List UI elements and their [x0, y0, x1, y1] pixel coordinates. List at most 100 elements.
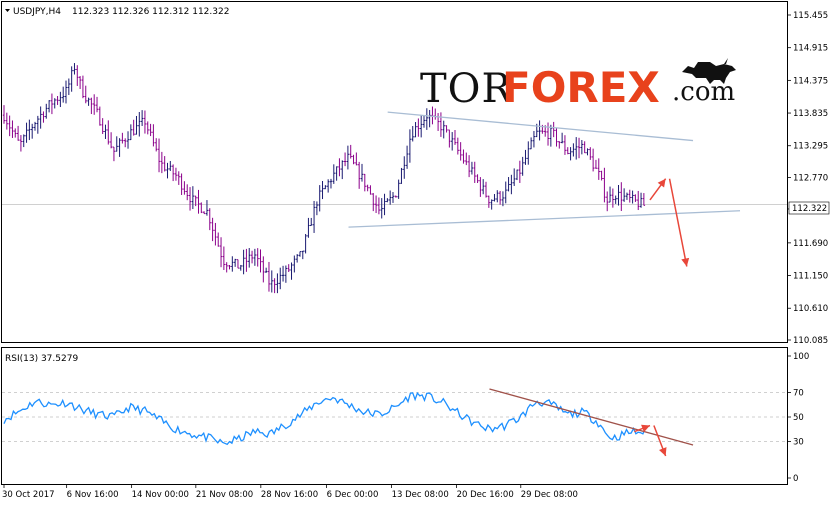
ohlc-bar — [205, 200, 209, 216]
ohlc-bar — [496, 190, 499, 203]
ohlc-bar — [637, 190, 640, 211]
ohlc-bar — [484, 181, 488, 198]
time-tick-label: 30 Oct 2017 — [2, 490, 55, 500]
ohlc-bar — [453, 130, 457, 145]
logo-com-text: .com — [672, 77, 735, 107]
ohlc-bar — [115, 136, 118, 152]
time-tick-label: 21 Nov 08:00 — [196, 490, 253, 500]
ohlc-bar — [45, 103, 48, 119]
ohlc-bar — [295, 254, 299, 263]
ohlc-bar — [476, 174, 479, 183]
price-tick-label: 110.085 — [793, 336, 828, 346]
ohlc-bar — [487, 195, 491, 208]
ohlc-bar — [47, 100, 51, 113]
ohlc-bar — [504, 181, 507, 204]
ohlc-bar — [380, 198, 383, 219]
ohlc-bar — [372, 193, 375, 212]
price-tick-label: 113.295 — [793, 142, 828, 152]
ohlc-bar — [236, 259, 240, 269]
ohlc-bar — [211, 217, 214, 242]
ohlc-bar — [481, 179, 485, 195]
ohlc-bar — [64, 80, 68, 104]
ohlc-bar — [577, 137, 581, 159]
forecast-arrow — [668, 178, 690, 267]
ohlc-bar — [603, 167, 606, 203]
ohlc-bar — [53, 98, 56, 109]
ohlc-bar — [293, 255, 296, 273]
ohlc-bar — [397, 179, 400, 199]
ohlc-bar — [403, 156, 406, 179]
ohlc-bar — [298, 251, 302, 257]
ohlc-bar — [338, 158, 341, 177]
price-panel-frame — [1, 1, 788, 343]
ohlc-bar — [2, 105, 6, 124]
ohlc-bar — [73, 63, 76, 75]
ohlc-bar — [259, 249, 262, 273]
ohlc-bar — [400, 167, 403, 184]
ohlc-bar — [281, 265, 285, 282]
ohlc-bar — [160, 151, 164, 174]
ohlc-bar — [5, 112, 9, 130]
ohlc-bar — [366, 184, 369, 192]
ohlc-bar — [411, 126, 414, 142]
ohlc-bar — [146, 121, 149, 135]
ohlc-bar — [450, 132, 454, 151]
time-axis: 30 Oct 2017 6 Nov 16:00 14 Nov 00:00 21 Nov… — [2, 484, 578, 500]
rsi-arrow-up — [634, 424, 651, 433]
ohlc-bar — [326, 179, 330, 193]
ohlc-bar — [174, 167, 178, 181]
ohlc-bar — [631, 190, 634, 204]
ohlc-bar — [186, 184, 189, 201]
ohlc-bar — [180, 173, 183, 195]
ohlc-bar — [448, 129, 451, 148]
ohlc-bar — [177, 171, 180, 185]
ohlc-bar — [532, 130, 536, 148]
ohlc-bar — [549, 124, 553, 147]
ohlc-bar — [614, 195, 617, 204]
ohlc-bar — [315, 201, 319, 216]
ohlc-bar — [87, 97, 90, 106]
ohlc-bar — [129, 124, 133, 141]
ohlc-bar — [50, 93, 54, 115]
ohlc-bar — [219, 237, 223, 268]
ohlc-bar — [197, 189, 200, 214]
ohlc-bar — [30, 123, 34, 139]
price-tick-label: 113.835 — [793, 109, 828, 119]
ohlc-bar — [84, 85, 87, 104]
price-tick-label: 114.915 — [793, 44, 828, 54]
ohlc-bar — [222, 246, 226, 270]
ohlc-bar — [569, 147, 572, 161]
ohlc-bar — [267, 261, 271, 292]
symbol-label: USDJPY,H4 — [13, 7, 61, 17]
ohlc-bar — [383, 193, 386, 216]
ohlc-bar — [214, 222, 217, 246]
trend-line — [387, 111, 694, 142]
triangle-down-icon — [5, 9, 10, 12]
ohlc-bar — [200, 202, 203, 214]
ohlc-bar — [301, 250, 304, 260]
ohlc-bar — [417, 118, 420, 137]
ohlc-bar — [349, 144, 352, 159]
rsi-axis: 100 70 50 30 0 — [787, 352, 809, 484]
arrow-head — [681, 257, 690, 267]
ohlc-bar — [132, 119, 135, 136]
ohlc-bar — [67, 78, 71, 95]
logo-tor-text: TOR — [420, 66, 513, 112]
ohlc-bar — [188, 187, 192, 211]
ohlc-bar — [248, 247, 251, 268]
ohlc-bar — [529, 137, 533, 150]
logo-forex-text: FOREX — [502, 63, 660, 112]
ohlc-bar — [225, 262, 228, 273]
ohlc-bar — [93, 94, 96, 115]
ohlc-bar — [518, 160, 522, 183]
ohlc-bar — [470, 161, 474, 175]
ohlc-bar — [498, 190, 502, 205]
ohlc-bar — [276, 273, 279, 294]
ohlc-bar — [287, 264, 290, 273]
ohlc-bar — [109, 132, 113, 149]
ohlc-bar — [135, 115, 138, 135]
ohlc-bar — [312, 200, 316, 233]
rsi-tick-label: 70 — [793, 389, 804, 399]
ohlc-bar — [425, 108, 429, 130]
